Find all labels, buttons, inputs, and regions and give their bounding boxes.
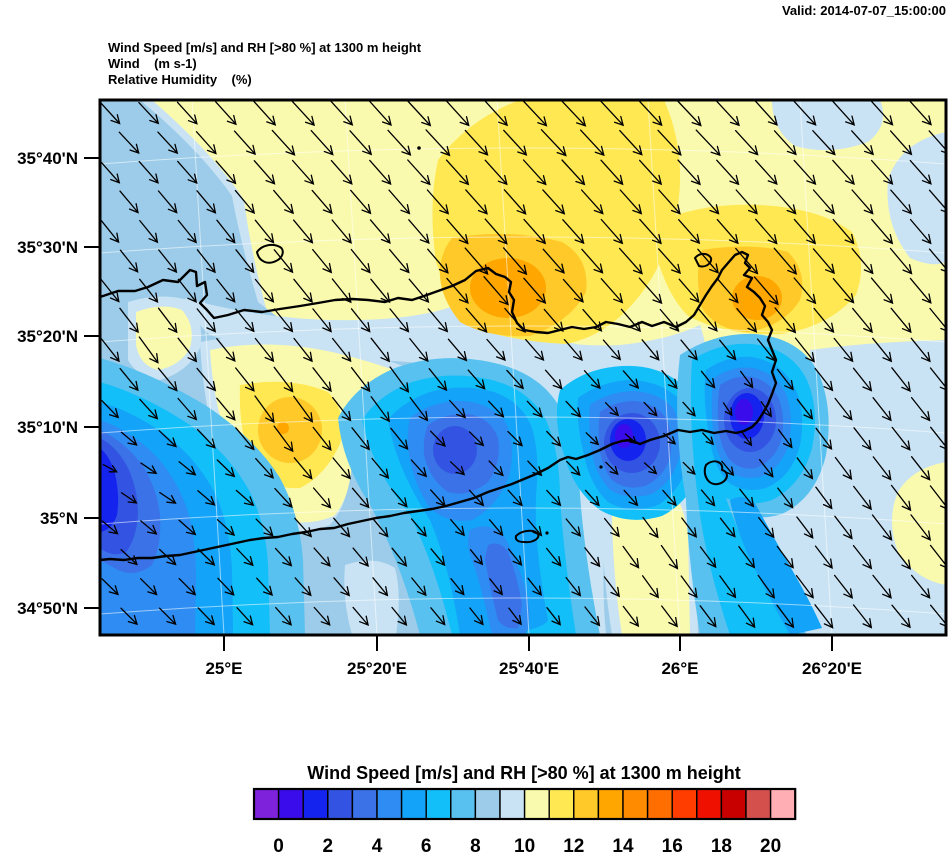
colorbar-cell <box>549 789 574 819</box>
colorbar-tick-label: 12 <box>563 836 584 854</box>
colorbar-cell <box>475 789 500 819</box>
pale-bottom-left <box>344 561 398 635</box>
islet-dot-2 <box>417 146 421 150</box>
colorbar-cell <box>721 789 746 819</box>
colorbar-tick-label: 16 <box>662 836 683 854</box>
latitude-axis: 35°40'N 35°30'N 35°20'N 35°10'N 35°N 34°50'N <box>17 149 100 618</box>
colorbar-cell <box>451 789 476 819</box>
colorbar-cell <box>771 789 796 819</box>
colorbar-cell <box>254 789 279 819</box>
colorbar-cell <box>402 789 427 819</box>
colorbar-cell <box>623 789 648 819</box>
lat-tick-label: 35°10'N <box>17 418 78 437</box>
lat-tick-label: 35°N <box>40 509 78 528</box>
lon-tick-label: 26°E <box>661 659 698 678</box>
colorbar-cell <box>648 789 673 819</box>
colorbar-tick-label: 14 <box>612 836 634 854</box>
colorbar-title: Wind Speed [m/s] and RH [>80 %] at 1300 … <box>307 763 740 783</box>
lat-tick-label: 34°50'N <box>17 599 78 618</box>
colorbar-tick-label: 18 <box>711 836 732 854</box>
lon-tick-label: 26°20'E <box>802 659 862 678</box>
colorbar-cell <box>500 789 525 819</box>
longitude-axis: 25°E 25°20'E 25°40'E 26°E 26°20'E <box>205 635 862 678</box>
colorbar-tick-label: 20 <box>760 836 781 854</box>
colorbar-cell <box>574 789 599 819</box>
plot-title-line1: Wind Speed [m/s] and RH [>80 %] at 1300 … <box>108 40 422 55</box>
plot-title-line2: Wind (m s-1) <box>108 56 197 71</box>
lat-tick-label: 35°30'N <box>17 238 78 257</box>
colorbar-cell <box>746 789 771 819</box>
colorbar-tick-label: 2 <box>323 836 334 854</box>
colorbar-cell <box>377 789 402 819</box>
colorbar-cell <box>328 789 353 819</box>
orange-max-northeast <box>732 276 782 320</box>
lon-tick-label: 25°40'E <box>499 659 559 678</box>
gold-core-left-center <box>258 397 322 463</box>
map-field <box>100 100 948 635</box>
islet-dot-1 <box>545 531 548 534</box>
lon-tick-label: 25°E <box>205 659 242 678</box>
colorbar-cell <box>525 789 550 819</box>
islet-dot-3 <box>599 465 602 468</box>
plot-title-line3: Relative Humidity (%) <box>108 72 252 87</box>
lat-tick-label: 35°40'N <box>17 149 78 168</box>
colorbar: 0 2 4 6 8 10 12 14 16 18 20 <box>254 789 795 854</box>
lat-tick-label: 35°20'N <box>17 327 78 346</box>
valid-timestamp: Valid: 2014-07-07_15:00:00 <box>782 3 946 18</box>
colorbar-tick-label: 6 <box>421 836 432 854</box>
colorbar-cell <box>303 789 328 819</box>
colorbar-cell <box>426 789 451 819</box>
colorbar-tick-label: 4 <box>372 836 383 854</box>
colorbar-cell <box>672 789 697 819</box>
lon-tick-label: 25°20'E <box>347 659 407 678</box>
colorbar-tick-label: 10 <box>514 836 535 854</box>
colorbar-tick-label: 0 <box>273 836 284 854</box>
colorbar-cell <box>598 789 623 819</box>
colorbar-cell <box>697 789 722 819</box>
colorbar-cell <box>352 789 377 819</box>
colorbar-cell <box>279 789 304 819</box>
colorbar-tick-label: 8 <box>470 836 481 854</box>
